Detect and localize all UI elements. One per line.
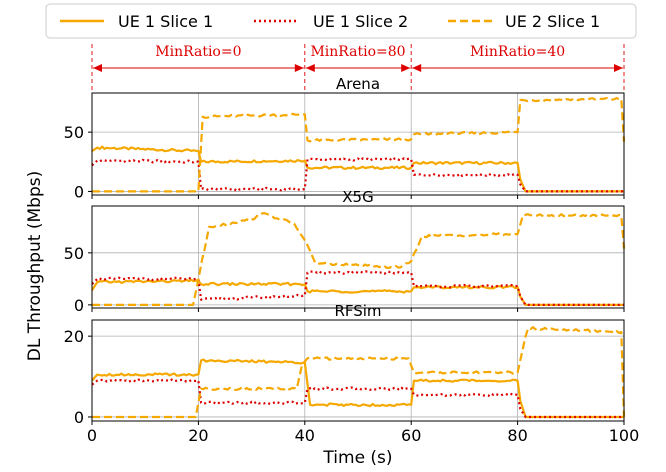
annotation-arrowhead-right xyxy=(295,64,304,72)
x-tick-label: 100 xyxy=(609,426,640,445)
annotation-arrowhead-right xyxy=(401,64,410,72)
y-tick-label: 0 xyxy=(74,296,84,315)
x-tick-label: 40 xyxy=(295,426,315,445)
y-tick-label: 0 xyxy=(74,408,84,427)
x-tick-label: 0 xyxy=(87,426,97,445)
panel-rfsim: 0 20 RFSim 0 20 40 60 80 100 xyxy=(64,302,640,445)
legend-label-ue1-slice2: UE 1 Slice 2 xyxy=(313,12,408,31)
annotation-arrowhead-left xyxy=(412,64,421,72)
panel-title: Arena xyxy=(336,75,380,93)
y-tick-label: 0 xyxy=(74,182,84,201)
x-axis-title: Time (s) xyxy=(322,448,392,468)
panels: 0 50 Arena 0 50 X5G 0 20 RFSim 0 20 40 60 80 100 xyxy=(64,75,640,445)
panel-title: X5G xyxy=(342,188,373,206)
legend-label-ue1-slice1: UE 1 Slice 1 xyxy=(118,12,213,31)
legend-label-ue2-slice1: UE 2 Slice 1 xyxy=(505,12,600,31)
annotation-label: MinRatio=0 xyxy=(155,44,241,60)
annotation-arrowhead-right xyxy=(614,64,623,72)
annotation-label: MinRatio=80 xyxy=(310,44,405,60)
x-tick-label: 80 xyxy=(507,426,527,445)
x-tick-label: 60 xyxy=(401,426,421,445)
annotation-label: MinRatio=40 xyxy=(470,44,565,60)
legend: UE 1 Slice 1 UE 1 Slice 2 UE 2 Slice 1 xyxy=(46,4,636,38)
panel-x5g: 0 50 X5G xyxy=(64,188,624,315)
panel-arena: 0 50 Arena xyxy=(64,75,624,201)
y-tick-label: 50 xyxy=(64,244,84,263)
plot-area xyxy=(92,93,624,195)
y-tick-label: 50 xyxy=(64,123,84,142)
annotation-arrowhead-left xyxy=(306,64,315,72)
y-axis-title: DL Throughput (Mbps) xyxy=(25,171,45,362)
x-tick-label: 20 xyxy=(188,426,208,445)
y-tick-label: 20 xyxy=(64,327,84,346)
panel-title: RFSim xyxy=(334,302,381,320)
annotation-arrowhead-left xyxy=(93,64,102,72)
